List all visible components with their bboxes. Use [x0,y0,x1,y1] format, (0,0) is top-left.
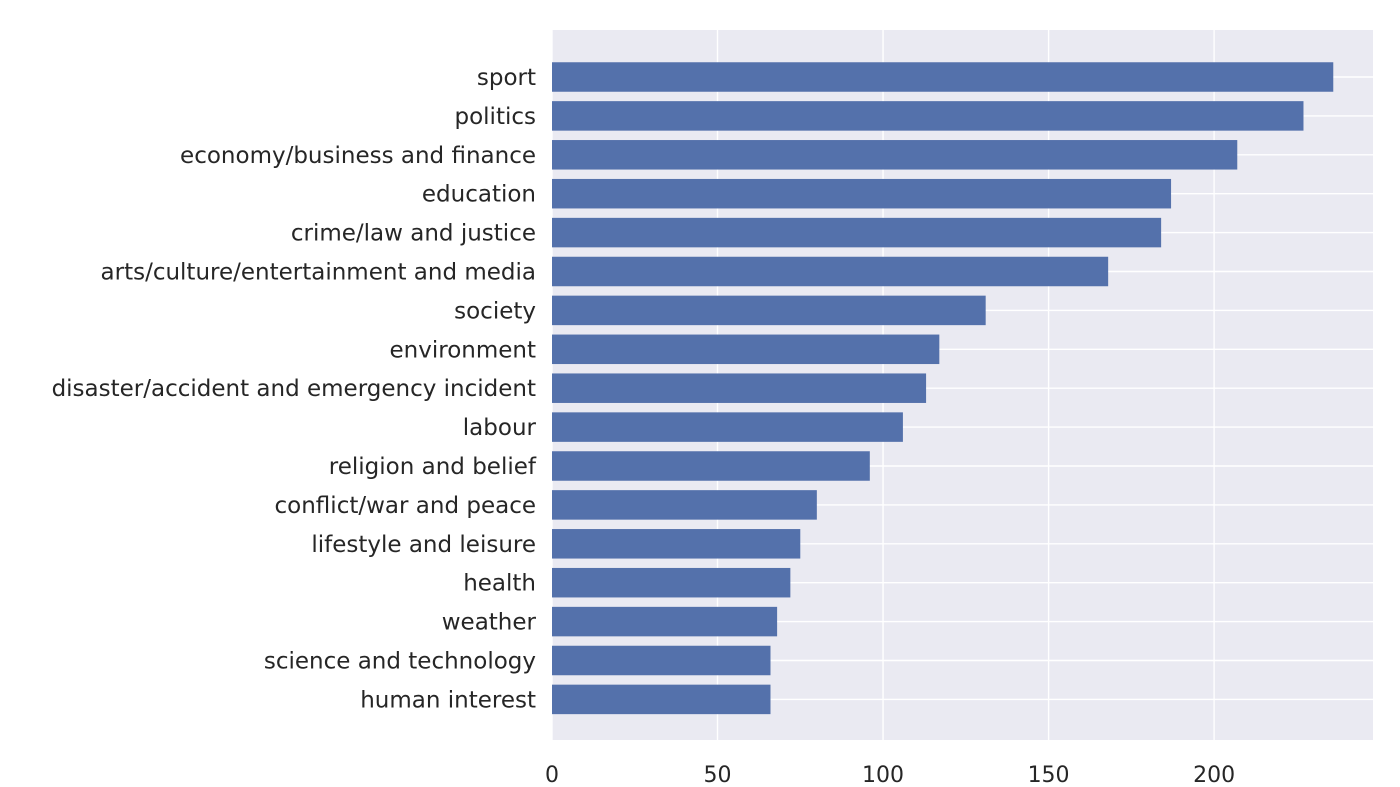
bar-human-interest [552,684,771,715]
category-label: labour [463,415,537,441]
bar-religion-and-belief [552,451,870,481]
bar-arts-culture-entertainment-and-media [552,256,1109,287]
category-label: arts/culture/entertainment and media [101,260,536,286]
x-tick-label: 150 [1028,763,1070,787]
category-label: economy/business and finance [180,143,536,169]
x-tick-label: 0 [545,763,559,787]
bar-lifestyle-and-leisure [552,529,801,559]
category-label: weather [442,610,537,636]
category-label: human interest [360,687,536,713]
bar-conflict-war-and-peace [552,490,817,520]
bar-politics [552,101,1304,131]
category-labels: sport politics economy/business and financ… [52,65,537,713]
bar-society [552,295,986,326]
bar-environment [552,334,940,365]
x-tick-label: 50 [704,763,732,787]
bar-science-and-technology [552,645,771,676]
bar-labour [552,412,903,442]
bar-economy-business-and-finance [552,140,1238,170]
bar-health [552,567,791,598]
category-label: environment [390,337,536,363]
bar-sport [552,62,1334,92]
category-label: conflict/war and peace [275,493,536,519]
x-tick-label: 100 [862,763,904,787]
category-label: politics [455,104,537,130]
category-label: society [454,298,536,324]
x-tick-labels: 0 50 100 150 200 [545,763,1235,787]
category-label: crime/law and justice [291,221,536,247]
category-label: education [422,182,536,208]
category-label: sport [477,65,536,91]
category-label: religion and belief [329,454,537,480]
bar-education [552,178,1172,209]
bars [552,62,1334,715]
category-label: health [463,571,536,597]
bar-crime-law-and-justice [552,217,1162,248]
category-label: lifestyle and leisure [311,532,536,558]
category-label: science and technology [264,649,536,675]
category-label: disaster/accident and emergency incident [52,376,536,402]
bar-disaster-accident-and-emergency-incident [552,373,927,403]
x-tick-label: 200 [1193,763,1235,787]
bar-weather [552,606,778,637]
